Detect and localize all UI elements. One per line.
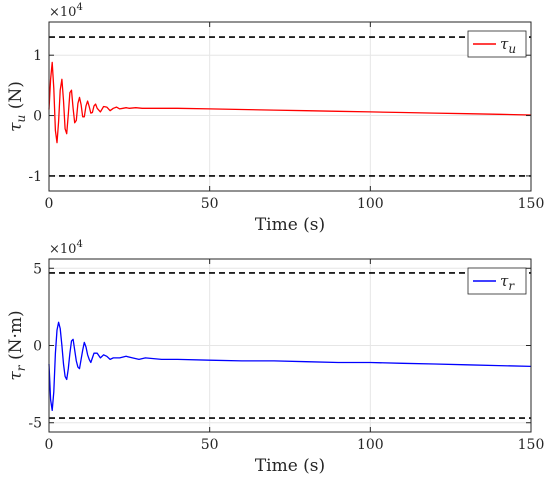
x-tick-label: 150 bbox=[518, 196, 545, 212]
y-tick-label: 0 bbox=[33, 339, 42, 355]
x-tick-label: 50 bbox=[201, 437, 219, 453]
legend-label: τu bbox=[500, 35, 516, 56]
x-tick-label: 150 bbox=[518, 437, 545, 453]
y-axis-label: τu (N) bbox=[6, 81, 28, 132]
x-axis-label: Time (s) bbox=[255, 456, 325, 476]
y-axis-label: τr (N·m) bbox=[6, 310, 28, 380]
series-line-τr bbox=[48, 321, 532, 412]
x-tick-label: 50 bbox=[201, 196, 219, 212]
x-tick-label: 0 bbox=[45, 196, 54, 212]
y-tick-label: 5 bbox=[33, 261, 42, 277]
axis-exponent-label: ×104 bbox=[49, 2, 83, 20]
axes-box bbox=[48, 21, 532, 192]
legend-label: τr bbox=[500, 272, 515, 293]
x-tick-label: 100 bbox=[357, 196, 384, 212]
series-line-τu bbox=[48, 61, 532, 144]
axis-exponent-label: ×104 bbox=[49, 239, 83, 257]
y-tick-label: -1 bbox=[28, 169, 42, 185]
y-tick-label: 0 bbox=[33, 109, 42, 125]
x-tick-label: 0 bbox=[45, 437, 54, 453]
y-tick-label: 1 bbox=[33, 48, 42, 64]
plot-area bbox=[49, 22, 531, 191]
x-tick-label: 100 bbox=[357, 437, 384, 453]
x-axis-label: Time (s) bbox=[255, 215, 325, 235]
y-tick-label: -5 bbox=[28, 416, 42, 432]
